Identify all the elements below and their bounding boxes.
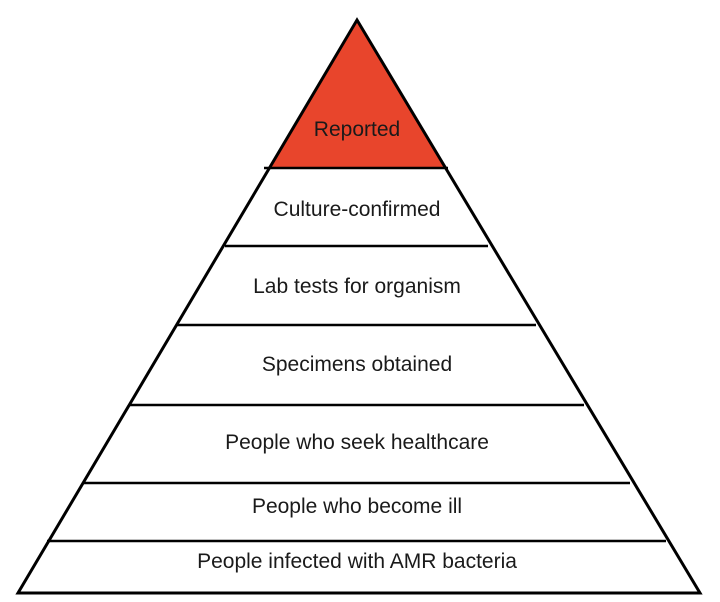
tier-label-reported: Reported bbox=[314, 118, 400, 141]
pyramid-tier-reported-fill bbox=[268, 20, 446, 168]
tier-label-infected-amr: People infected with AMR bacteria bbox=[197, 550, 517, 573]
tier-label-specimens-obtained: Specimens obtained bbox=[262, 353, 452, 376]
tier-label-seek-healthcare: People who seek healthcare bbox=[225, 431, 489, 454]
tier-label-become-ill: People who become ill bbox=[252, 495, 462, 518]
tier-label-culture-confirmed: Culture-confirmed bbox=[274, 198, 441, 221]
tier-label-lab-tests: Lab tests for organism bbox=[253, 275, 461, 298]
pyramid-outline bbox=[15, 17, 703, 595]
